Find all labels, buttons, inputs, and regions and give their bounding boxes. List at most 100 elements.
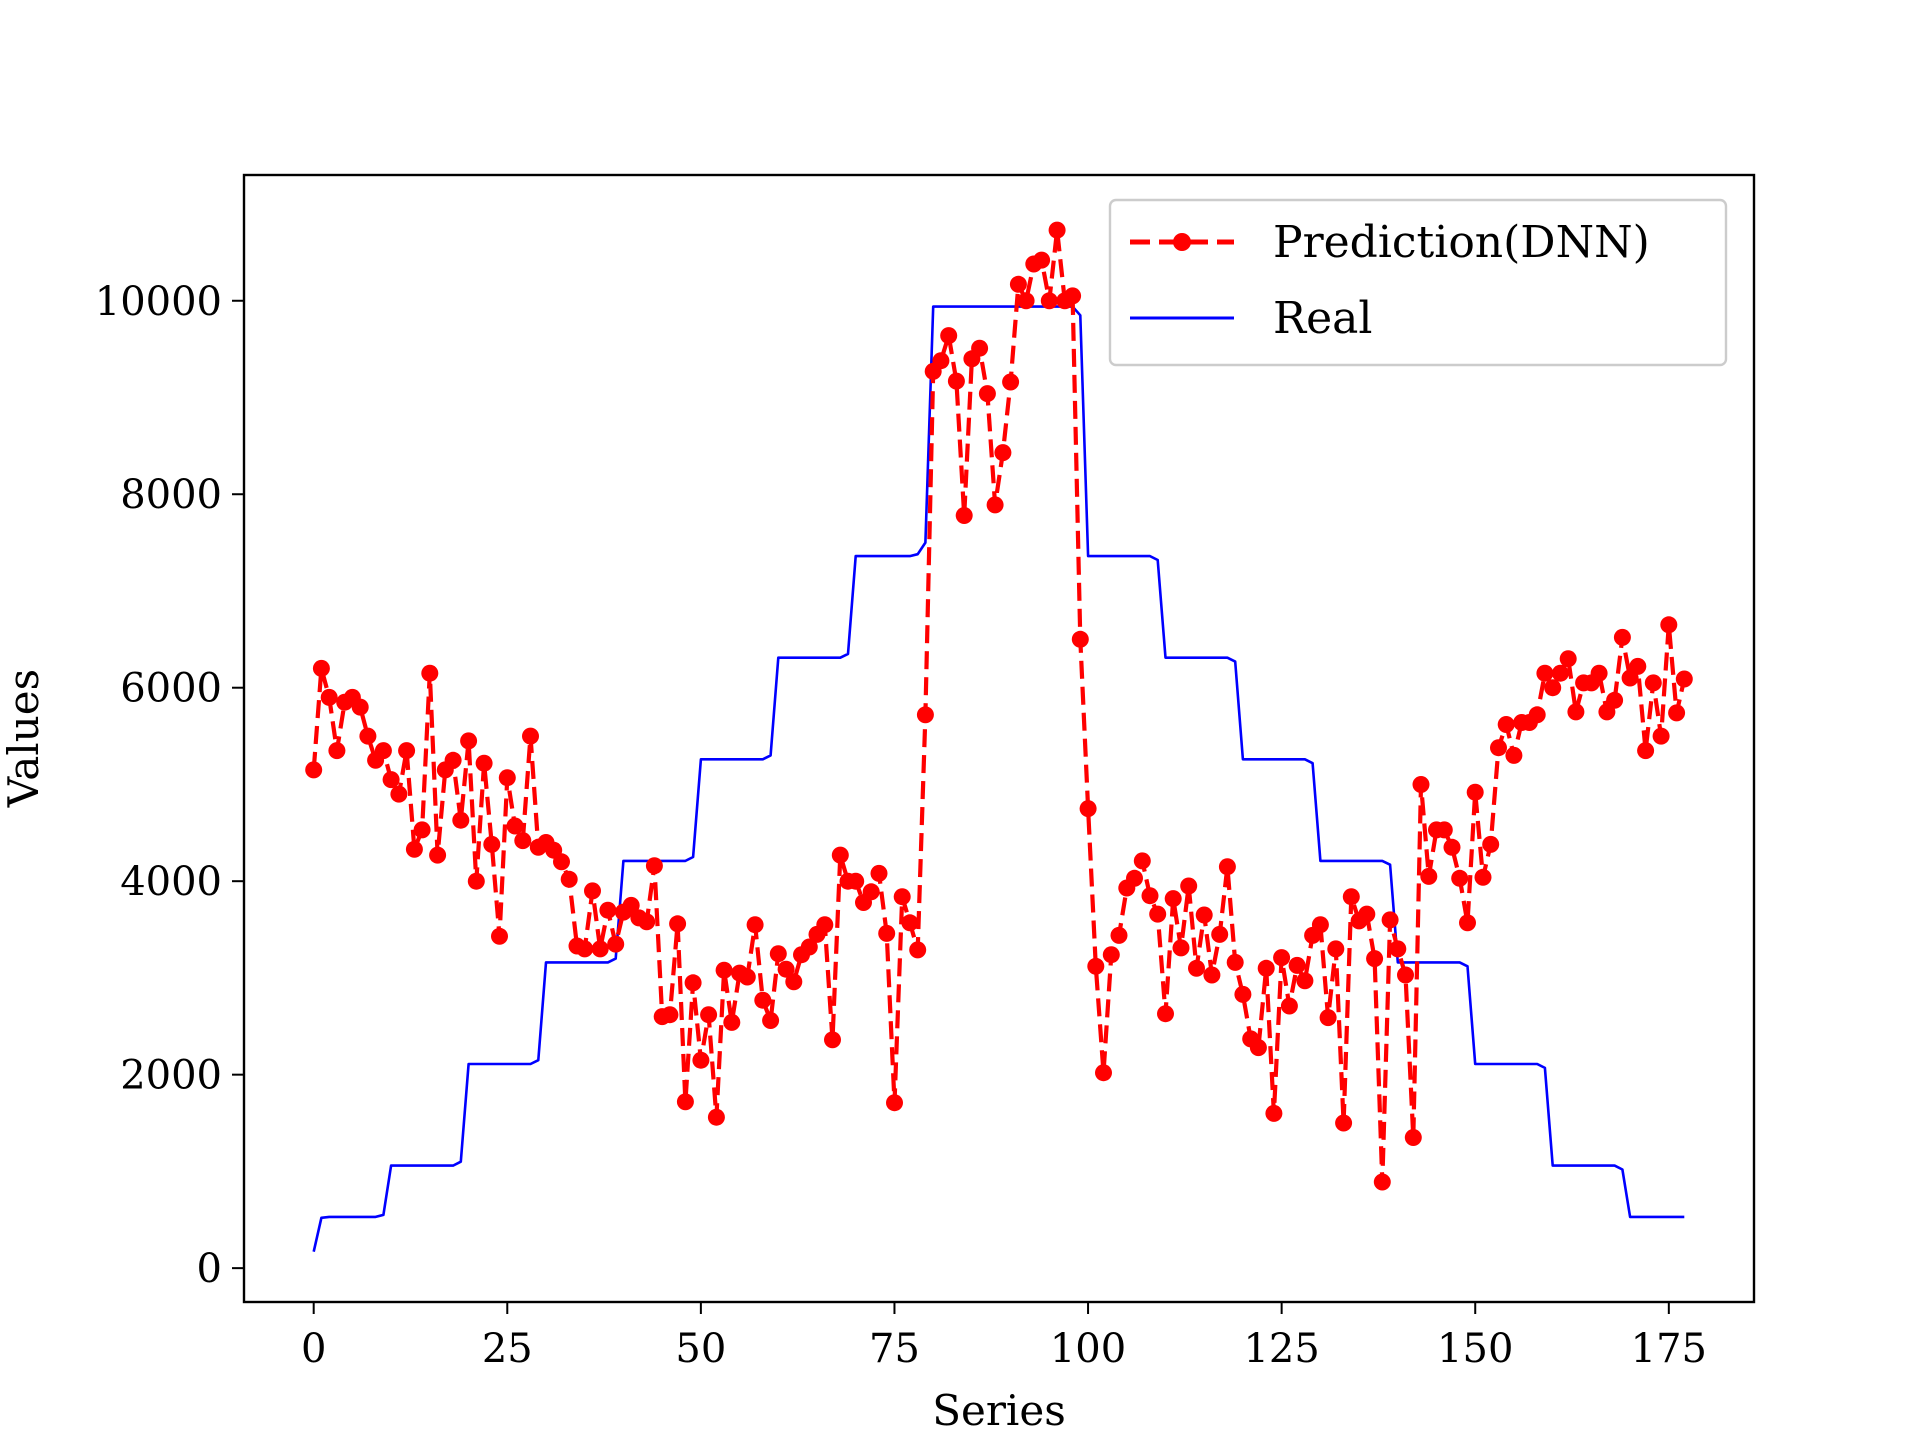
prediction-point [1459,914,1476,932]
prediction-point [1164,890,1182,908]
prediction-point [553,853,570,871]
prediction-point [1567,703,1585,721]
prediction-point [1102,946,1120,964]
legend: Prediction(DNN) Real [1108,198,1728,367]
prediction-point [909,941,927,959]
series-real-line [312,305,1685,1252]
x-tick-label: 175 [1631,1326,1707,1372]
prediction-point [1482,835,1500,853]
x-tick-label: 75 [869,1326,920,1372]
prediction-point [1474,868,1492,886]
prediction-point [405,840,423,858]
prediction-point [1613,628,1631,646]
prediction-point [1497,716,1515,733]
prediction-point [312,659,330,677]
prediction-point [1265,1104,1283,1122]
prediction-point [398,742,416,760]
prediction-point [986,496,1004,514]
prediction-point [1288,956,1306,974]
prediction-point [328,742,346,760]
prediction-point [1257,959,1275,977]
x-tick-label: 150 [1437,1326,1513,1372]
prediction-point [1319,1009,1337,1027]
prediction-point [1071,630,1089,648]
prediction-point [707,1108,725,1126]
prediction-point [421,664,439,682]
prediction-point [1087,957,1105,975]
prediction-point [1637,742,1655,760]
prediction-point [824,1031,841,1049]
prediction-point [847,872,865,890]
prediction-point [1536,664,1554,682]
legend-box [1108,198,1728,367]
prediction-point [522,727,539,745]
prediction-point [738,968,756,986]
prediction-point [1389,940,1407,958]
prediction-point [382,771,400,789]
prediction-point [429,846,447,864]
prediction-point [1048,221,1066,239]
y-tick-label: 2000 [120,1053,222,1099]
prediction-point [676,1093,694,1111]
prediction-point [692,1051,710,1069]
prediction-point [1443,838,1461,856]
x-tick-label: 50 [675,1326,726,1372]
prediction-point [1559,650,1577,668]
prediction-point [932,352,950,370]
series-prediction-dnn [305,221,1693,1191]
prediction-point [390,785,408,803]
prediction-point [886,1094,903,1112]
x-tick-label: 0 [301,1326,326,1372]
prediction-point [351,698,369,716]
x-tick-label: 100 [1050,1326,1126,1372]
prediction-point [1079,800,1097,818]
prediction-point [816,916,834,934]
prediction-point [1172,939,1190,957]
prediction-point [1234,985,1252,1003]
prediction-point [1358,905,1376,923]
prediction-point [715,961,733,979]
prediction-point [661,1006,679,1024]
prediction-point [1381,911,1399,929]
prediction-point [1141,887,1159,905]
prediction-point [1606,691,1624,709]
prediction-point [1110,926,1128,944]
plot-frame [242,173,1756,1304]
prediction-point [1466,783,1484,801]
prediction-point [777,960,795,978]
prediction-point [305,761,323,779]
prediction-point [645,857,663,875]
prediction-point [1149,905,1167,923]
plot-area [305,221,1693,1252]
prediction-point [1327,940,1345,958]
y-axis-title: Values [0,669,48,808]
prediction-point [878,924,896,942]
prediction-point [444,751,462,769]
prediction-point [1095,1064,1112,1082]
prediction-point [1002,373,1020,391]
prediction-point [1366,950,1384,968]
y-tick-label: 8000 [120,472,222,518]
prediction-point [475,754,493,772]
prediction-point [1195,906,1213,924]
prediction-point [599,901,617,919]
prediction-point [1590,664,1608,682]
prediction-point [1249,1039,1267,1057]
prediction-point [1412,776,1430,793]
prediction-point [700,1006,718,1024]
prediction-point [1211,925,1229,943]
prediction-point [1652,727,1670,745]
prediction-point [1420,867,1438,885]
prediction-point [320,688,338,706]
prediction-point [1311,916,1329,934]
prediction-point [1133,852,1151,870]
prediction-point [1040,292,1058,310]
prediction-point [359,727,377,745]
prediction-point [1490,739,1507,757]
prediction-point [491,927,508,945]
prediction-point [800,938,818,956]
prediction-point [1157,1005,1174,1023]
prediction-point [1675,670,1693,688]
legend-prediction-marker [1173,233,1191,251]
prediction-point [1226,953,1244,971]
